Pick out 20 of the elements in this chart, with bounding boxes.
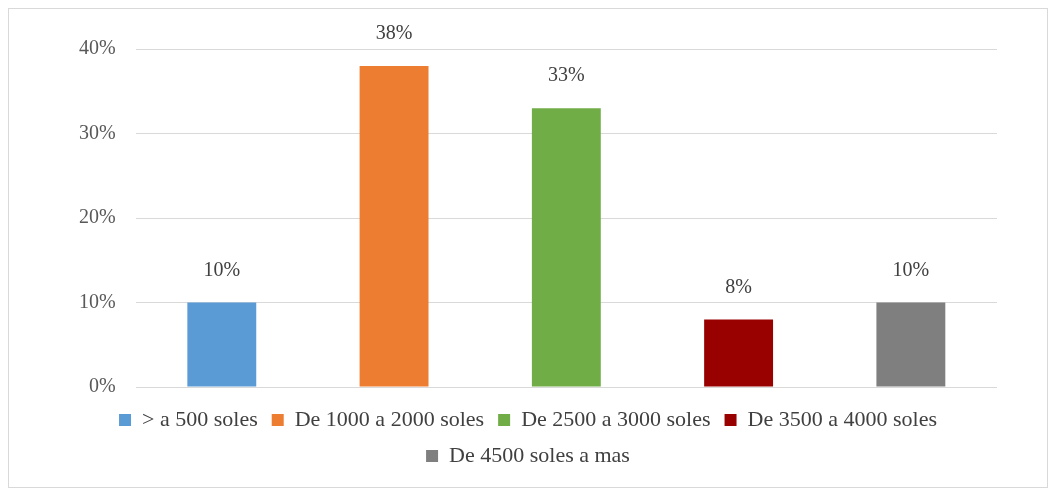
bar xyxy=(531,108,601,387)
legend-label: De 2500 a 3000 soles xyxy=(521,405,711,431)
bar xyxy=(359,65,429,387)
y-tick-label: 20% xyxy=(78,205,116,228)
data-label: 8% xyxy=(725,274,752,297)
legend-label: De 1000 a 2000 soles xyxy=(294,405,485,431)
y-tick-label: 40% xyxy=(78,36,116,59)
y-tick-label: 0% xyxy=(88,374,116,397)
bar xyxy=(704,319,774,387)
data-label: 10% xyxy=(203,257,241,280)
data-label: 10% xyxy=(892,257,930,280)
legend-label: De 4500 soles a mas xyxy=(449,441,630,467)
data-label: 38% xyxy=(375,21,413,44)
bar xyxy=(187,302,257,387)
legend-label: De 3500 a 4000 soles xyxy=(747,405,937,431)
bar xyxy=(876,302,946,387)
y-tick-label: 30% xyxy=(78,120,116,143)
legend-label: > a 500 soles xyxy=(142,405,258,431)
y-tick-label: 10% xyxy=(78,289,116,312)
data-label: 33% xyxy=(547,63,585,86)
